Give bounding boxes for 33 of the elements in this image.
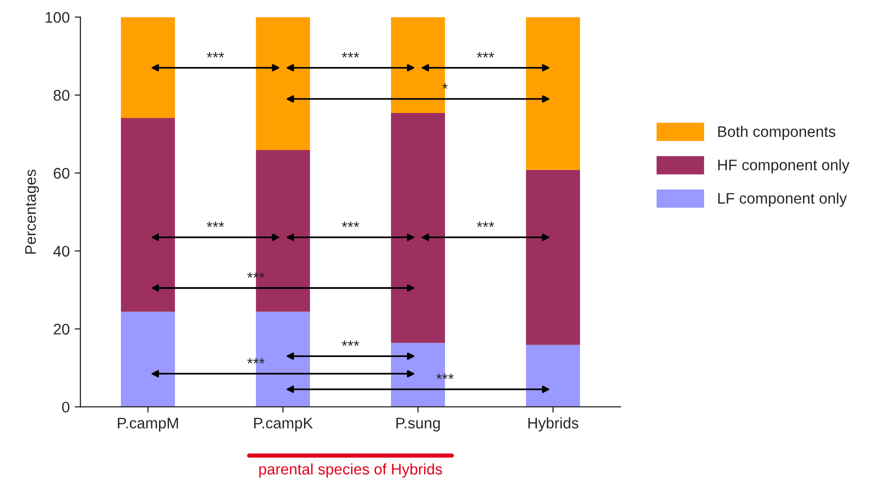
bar (120, 118, 175, 312)
bar (526, 170, 580, 345)
bar (390, 112, 445, 343)
y-tick-label: 40 (53, 246, 70, 257)
text: parental species of Hybrids (259, 463, 442, 478)
bar (526, 17, 580, 170)
annotation: *** (436, 374, 454, 380)
annotation: *** (342, 52, 360, 58)
annotation: *** (247, 358, 265, 364)
annotation: *** (206, 222, 224, 228)
bar (120, 312, 175, 407)
bar (120, 17, 175, 118)
x-tick-label: P.campK (254, 418, 313, 432)
legend-label: LF component only (718, 192, 847, 207)
annotation: *** (476, 52, 494, 58)
annotation: *** (206, 52, 224, 58)
x-tick-label: P.sung (396, 418, 440, 432)
y-tick-label: 60 (54, 168, 70, 179)
annotation: *** (342, 340, 360, 346)
bar (526, 344, 580, 407)
y-axis-title: Percentages (25, 170, 39, 254)
y-tick-label: 80 (54, 90, 70, 101)
legend-label: HF component only (718, 159, 850, 174)
bar (256, 17, 310, 150)
legend-label: Both components (718, 126, 836, 140)
y-tick-label: 0 (62, 402, 70, 413)
annotation: * (442, 83, 448, 89)
y-tick-label: 100 (46, 12, 70, 23)
x-tick-label: P.campM (118, 418, 178, 432)
annotation: *** (342, 222, 360, 228)
y-tick-label: 20 (54, 324, 70, 335)
x-tick-label: Hybrids (528, 417, 578, 432)
annotation: *** (476, 222, 494, 228)
